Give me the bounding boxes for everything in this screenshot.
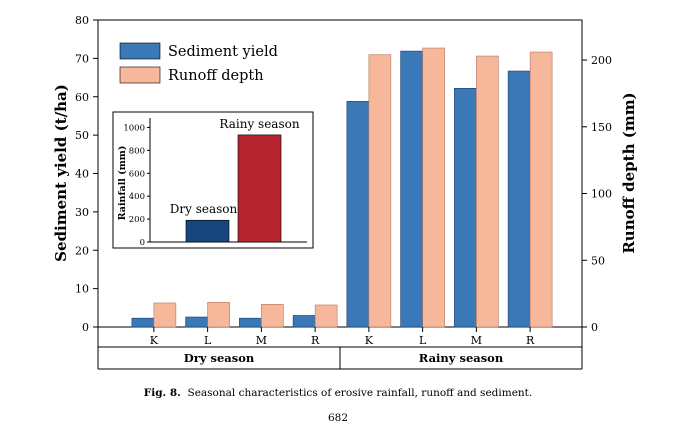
right-tick-label: 50 xyxy=(591,254,605,267)
x-tick-label: K xyxy=(365,334,374,347)
inset-bar xyxy=(237,134,282,243)
bar-runoff-depth xyxy=(153,302,177,328)
y2-axis-label: Runoff depth (mm) xyxy=(620,92,638,253)
left-tick-label: 40 xyxy=(75,168,89,181)
bar-runoff-depth xyxy=(476,55,499,328)
right-tick-label: 100 xyxy=(591,188,612,201)
right-tick-label: 0 xyxy=(591,321,598,334)
left-tick-label: 60 xyxy=(75,91,89,104)
x-tick-label: R xyxy=(311,334,320,347)
left-tick-label: 10 xyxy=(75,283,89,296)
bar-sediment-yield xyxy=(292,315,316,328)
legend-label-runoff: Runoff depth xyxy=(168,68,264,84)
bar-sediment-yield xyxy=(131,317,155,328)
bar-runoff-depth xyxy=(422,47,445,328)
left-tick-label: 30 xyxy=(75,206,89,219)
inset-tick-label: 0 xyxy=(140,238,145,248)
chart-figure: Dry season Rainy season 0 10 20 30 40 50 60 70 8… xyxy=(52,14,638,370)
legend-swatch-sediment xyxy=(119,42,161,60)
x-tick-label: R xyxy=(526,334,535,347)
x-tick-label: M xyxy=(471,334,482,347)
caption-label: Fig. 8. xyxy=(143,387,181,399)
x-tick-label: L xyxy=(204,334,212,347)
page-number: 682 xyxy=(327,412,349,424)
left-y-axis: 0 10 20 30 40 50 60 70 80 xyxy=(75,14,98,334)
left-tick-label: 80 xyxy=(75,14,89,27)
bar-sediment-yield xyxy=(239,317,262,328)
inset-tick-label: 400 xyxy=(129,192,145,202)
bar-sediment-yield xyxy=(507,70,531,328)
x-tick-label: L xyxy=(419,334,427,347)
left-tick-label: 0 xyxy=(82,321,89,334)
legend-label-sediment: Sediment yield xyxy=(168,44,278,60)
bar-runoff-depth xyxy=(368,54,392,328)
inset-tick-label: 1000 xyxy=(123,123,145,133)
inset-rainfall-chart: 0 200 400 600 800 1000 Dry season Rainy season… xyxy=(112,111,314,249)
group-label-dry: Dry season xyxy=(184,351,255,365)
x-tick-label: K xyxy=(150,334,159,347)
right-tick-label: 150 xyxy=(591,121,612,134)
group-label-rainy: Rainy season xyxy=(419,351,504,365)
bar-sediment-yield xyxy=(400,50,423,328)
figure-caption: Fig. 8. Seasonal characteristics of eros… xyxy=(0,387,676,399)
right-y-axis: 0 50 100 150 200 xyxy=(582,54,612,334)
legend-swatch-runoff xyxy=(119,66,161,84)
inset-tick-label: 800 xyxy=(129,146,145,156)
main-bars xyxy=(131,47,553,328)
caption-text: Seasonal characteristics of erosive rain… xyxy=(187,387,533,399)
bar-sediment-yield xyxy=(346,101,370,328)
inset-bar xyxy=(185,219,230,243)
right-tick-label: 200 xyxy=(591,54,612,67)
x-tick-label: M xyxy=(256,334,267,347)
inset-tick-label: 200 xyxy=(129,215,145,225)
bar-runoff-depth xyxy=(261,304,284,328)
legend: Sediment yield Runoff depth xyxy=(119,42,278,84)
category-table xyxy=(97,327,583,370)
left-tick-label: 20 xyxy=(75,244,89,257)
bar-sediment-yield xyxy=(454,88,477,328)
inset-bar-label: Dry season xyxy=(170,202,238,216)
inset-bar-label: Rainy season xyxy=(219,117,299,131)
bar-runoff-depth xyxy=(314,304,338,328)
bar-sediment-yield xyxy=(185,316,208,328)
inset-y-axis-label: Rainfall (mm) xyxy=(117,146,128,221)
left-tick-label: 50 xyxy=(75,129,89,142)
inset-bars: Dry season Rainy season xyxy=(170,117,300,243)
bar-runoff-depth xyxy=(529,51,553,328)
y-axis-label: Sediment yield (t/ha) xyxy=(52,84,70,262)
bar-runoff-depth xyxy=(207,302,230,328)
left-tick-label: 70 xyxy=(75,52,89,65)
inset-tick-label: 600 xyxy=(129,169,145,179)
